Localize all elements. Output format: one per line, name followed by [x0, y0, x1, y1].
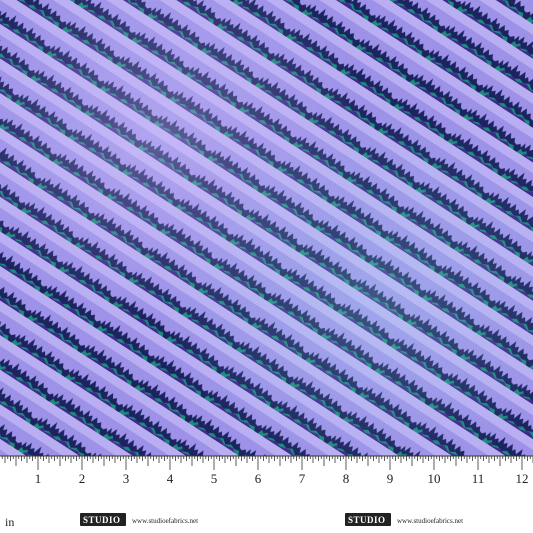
fabric-wash: [0, 0, 533, 456]
ruler-number: 11: [472, 471, 485, 486]
ruler-number: 4: [167, 471, 174, 486]
ruler-number: 1: [35, 471, 42, 486]
ruler-number: 6: [255, 471, 262, 486]
logo-box: [345, 513, 391, 526]
ruler-number: 3: [123, 471, 130, 486]
ruler-number: 10: [428, 471, 441, 486]
ruler-number: 5: [211, 471, 218, 486]
ruler-number: 2: [79, 471, 86, 486]
logo: STUDIO: [83, 515, 121, 525]
url: www.studioefabrics.net: [397, 517, 463, 525]
ruler-number: 9: [387, 471, 394, 486]
branding: STUDIO www.studioefabrics.net STUDIO www.st…: [80, 513, 463, 526]
logo-box: [80, 513, 126, 526]
url: www.studioefabrics.net: [132, 517, 198, 525]
ruler-number: 8: [343, 471, 350, 486]
ruler-number: 12: [516, 471, 529, 486]
logo: STUDIO: [348, 515, 386, 525]
ruler-unit: in: [5, 515, 14, 529]
ruler-number: 7: [299, 471, 306, 486]
